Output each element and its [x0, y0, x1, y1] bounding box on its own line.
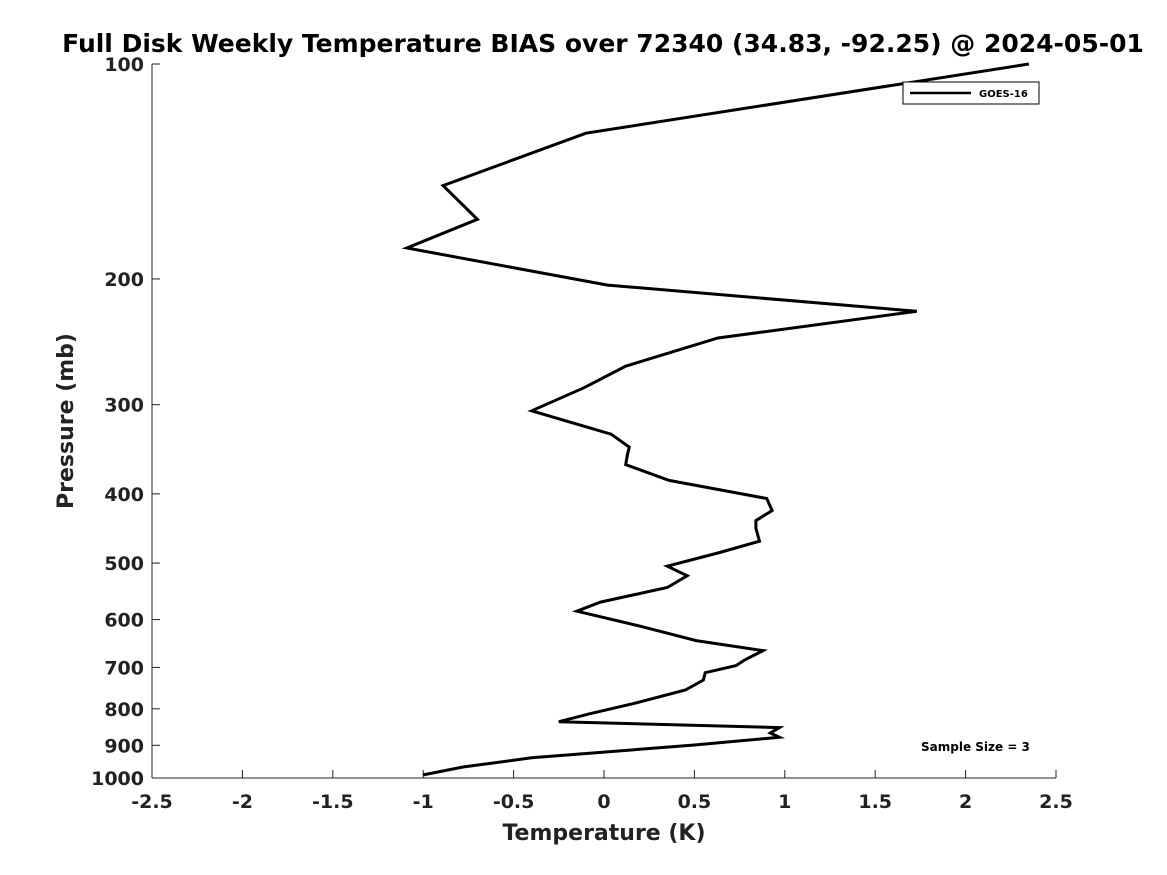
y-axis-label: Pressure (mb): [54, 333, 79, 509]
y-tick-label: 1000: [91, 768, 144, 790]
x-axis-label: Temperature (K): [502, 821, 705, 846]
x-tick-label: -2: [232, 791, 253, 813]
x-tick-label: -1.5: [312, 791, 354, 813]
x-tick-label: 1: [778, 791, 791, 813]
x-axis-ticks: -2.5 -2 -1.5 -1 -0.5 0 0.5 1 1.5 2 2.5: [131, 770, 1073, 813]
y-tick-label: 500: [104, 553, 144, 575]
y-tick-label: 400: [104, 484, 144, 506]
x-tick-label: 1.5: [858, 791, 892, 813]
y-tick-label: 900: [104, 735, 144, 757]
x-tick-label: 2: [959, 791, 972, 813]
x-tick-label: -2.5: [131, 791, 173, 813]
y-tick-label: 200: [104, 269, 144, 291]
y-tick-label: 300: [104, 395, 144, 417]
series-line-goes-16: [401, 62, 1030, 777]
y-axis-ticks: 100 200 300 400 500 600 700 800 900 1000: [91, 54, 160, 790]
chart-title: Full Disk Weekly Temperature BIAS over 7…: [62, 29, 1144, 58]
x-tick-label: 0: [597, 791, 610, 813]
x-tick-label: 2.5: [1039, 791, 1073, 813]
x-tick-label: -0.5: [493, 791, 535, 813]
sample-size-annotation: Sample Size = 3: [921, 740, 1030, 754]
y-tick-label: 600: [104, 610, 144, 632]
series-layer: [401, 62, 1030, 777]
x-tick-label: 0.5: [678, 791, 712, 813]
plot-area: [151, 64, 1056, 779]
y-tick-label: 100: [104, 54, 144, 76]
x-tick-label: -1: [413, 791, 434, 813]
y-tick-label: 800: [104, 699, 144, 721]
legend: GOES-16: [902, 81, 1040, 105]
legend-label-goes-16: GOES-16: [979, 89, 1028, 100]
y-tick-label: 700: [104, 657, 144, 679]
